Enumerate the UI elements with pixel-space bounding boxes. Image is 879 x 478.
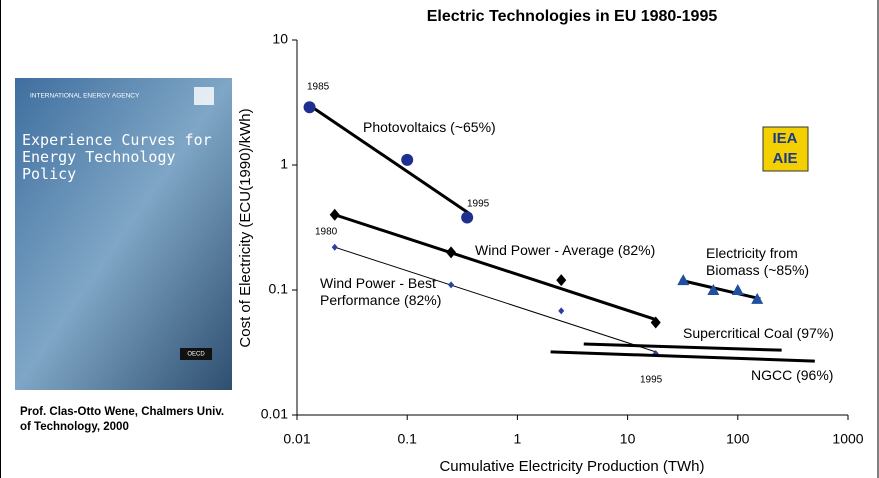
- annotation: 1985: [307, 82, 330, 93]
- cover-title: Experience Curves for Energy Technology …: [22, 131, 212, 183]
- x-tick-label: 0.1: [397, 431, 417, 447]
- logo-bottom: AIE: [772, 150, 797, 167]
- x-tick-label: 1: [514, 431, 522, 447]
- point: [731, 284, 744, 295]
- cover-publisher: OECD: [187, 352, 205, 358]
- caption: Prof. Clas-Otto Wene, Chalmers Univ. of …: [20, 406, 225, 433]
- trend-line: [334, 246, 656, 353]
- series-label: Electricity from Biomass (~85%): [706, 245, 810, 278]
- trend-line: [334, 213, 657, 321]
- cover-agency: INTERNATIONAL ENERGY AGENCY: [30, 93, 140, 100]
- point: [401, 153, 414, 166]
- book-cover: [15, 78, 232, 390]
- point: [652, 350, 659, 358]
- point: [707, 284, 720, 295]
- trend-line: [308, 104, 472, 216]
- annotation: 1995: [640, 375, 663, 386]
- point: [448, 281, 455, 289]
- point: [329, 208, 340, 221]
- x-tick-label: 10: [620, 431, 636, 447]
- point: [558, 307, 565, 315]
- cover-logo: [194, 87, 214, 105]
- point: [461, 211, 474, 224]
- annotation: 1980: [315, 227, 338, 238]
- annotation: 1995: [467, 199, 490, 210]
- y-tick-label: 10: [272, 31, 288, 47]
- y-tick-label: 0.01: [261, 406, 288, 422]
- point: [446, 246, 457, 259]
- chart-title: Electric Technologies in EU 1980-1995: [427, 8, 718, 25]
- x-tick-label: 1000: [832, 431, 863, 447]
- series-label: Photovoltaics (~65%): [363, 119, 496, 135]
- y-axis-label: Cost of Electricity (ECU(1990)/kWh): [237, 108, 254, 347]
- series-label: Wind Power - Best Performance (82%): [320, 275, 442, 308]
- trend-line: [679, 278, 761, 301]
- point: [751, 292, 764, 304]
- y-tick-label: 1: [280, 156, 288, 172]
- point: [303, 101, 316, 114]
- x-axis-label: Cumulative Electricity Production (TWh): [439, 458, 704, 475]
- series-label: Supercritical Coal (97%): [683, 325, 834, 341]
- logo-top: IEA: [772, 130, 797, 147]
- x-tick-label: 0.01: [283, 431, 310, 447]
- series-label: Wind Power - Average (82%): [475, 242, 656, 258]
- x-tick-label: 100: [726, 431, 750, 447]
- iea-logo: [762, 126, 809, 172]
- point: [650, 316, 661, 329]
- trend-line: [550, 350, 815, 363]
- y-tick-label: 0.1: [269, 281, 289, 297]
- series-label: NGCC (96%): [751, 367, 834, 383]
- publisher-box: [180, 348, 212, 360]
- point: [331, 243, 338, 251]
- point: [677, 274, 690, 286]
- point: [556, 274, 567, 287]
- trend-line: [583, 342, 782, 352]
